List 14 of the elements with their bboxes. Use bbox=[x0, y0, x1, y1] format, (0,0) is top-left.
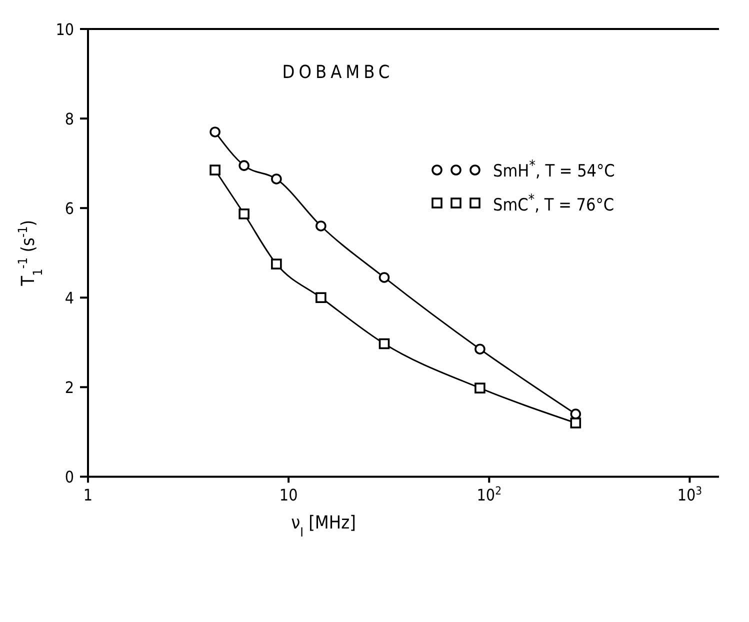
x-tick-label: 1 bbox=[83, 486, 93, 505]
text: DOBAMBC bbox=[282, 62, 394, 83]
x-tick-label: 10 bbox=[279, 486, 298, 505]
y-tick-label: 6 bbox=[64, 199, 74, 218]
x-tick-label: 10$^{3}$ bbox=[677, 484, 702, 505]
legend-label: SmH$^{*}$, T = 54°C bbox=[493, 158, 615, 182]
y-tick-label: 0 bbox=[64, 468, 74, 487]
y-tick-label: 2 bbox=[64, 378, 74, 398]
y-tick-label: 10 bbox=[56, 20, 74, 39]
y-tick-label: 4 bbox=[64, 288, 74, 308]
legend-label: SmC$^{*}$, T = 76°C bbox=[493, 192, 614, 216]
x-tick-label: 10$^{2}$ bbox=[476, 484, 502, 505]
x-axis-title: ν$_{I}$ [MHz] bbox=[291, 512, 356, 540]
y-tick-label: 8 bbox=[64, 110, 74, 129]
